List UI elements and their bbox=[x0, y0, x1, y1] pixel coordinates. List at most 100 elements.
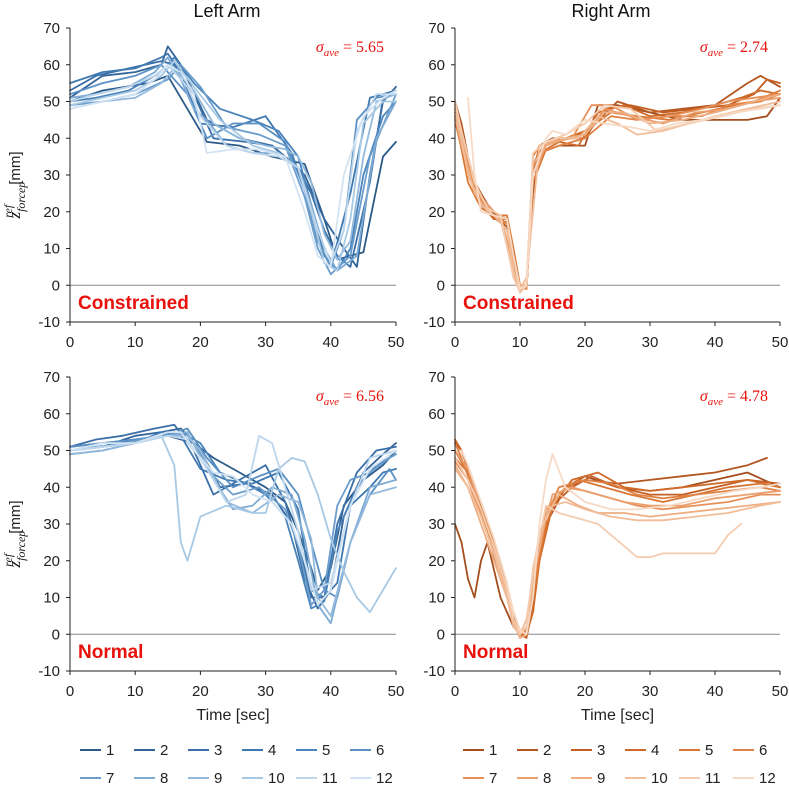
x-tick-label: 40 bbox=[707, 683, 724, 700]
series-line-9 bbox=[454, 93, 781, 290]
x-axis-label: Time [sec] bbox=[581, 707, 654, 724]
series-line-1 bbox=[454, 96, 781, 290]
x-tick-label: 0 bbox=[451, 683, 459, 700]
x-tick-label: 0 bbox=[66, 334, 74, 351]
x-tick-label: 30 bbox=[257, 334, 274, 351]
legend-label-4: 4 bbox=[651, 742, 659, 759]
y-tick-label: -10 bbox=[423, 663, 445, 680]
y-tick-label: 70 bbox=[428, 20, 445, 37]
x-tick-label: 50 bbox=[388, 683, 405, 700]
y-tick-label: 70 bbox=[43, 369, 60, 386]
y-tick-label: 70 bbox=[428, 369, 445, 386]
legend-label-10: 10 bbox=[651, 770, 668, 785]
legend-label-3: 3 bbox=[214, 742, 222, 759]
panel-left-normal: -10 0 10 20 30 40 50 60 70 0 10 20 30 40 50 σave = 6.56… bbox=[1, 369, 404, 724]
series-line-10 bbox=[69, 434, 397, 614]
y-tick-label: 0 bbox=[437, 626, 445, 643]
legend-label-9: 9 bbox=[214, 770, 222, 785]
y-tick-label: 60 bbox=[428, 406, 445, 423]
series-line-5 bbox=[454, 93, 781, 290]
series-line-7 bbox=[69, 63, 397, 276]
y-tick-label: -10 bbox=[38, 314, 60, 331]
panel-right-constrained: -10 0 10 20 30 40 50 60 70 0 10 20 30 40 50 σave = 2.74… bbox=[423, 20, 788, 351]
y-tick-label: 40 bbox=[43, 479, 60, 496]
y-tick-label: 50 bbox=[43, 94, 60, 111]
legend-label-4: 4 bbox=[268, 742, 276, 759]
x-tick-label: 50 bbox=[772, 334, 789, 351]
series-line-12 bbox=[460, 449, 781, 636]
x-tick-label: 0 bbox=[451, 334, 459, 351]
y-tick-label: 20 bbox=[43, 204, 60, 221]
sigma-annotation: σave = 2.74 bbox=[700, 39, 768, 59]
legend-label-12: 12 bbox=[376, 770, 393, 785]
sigma-annotation: σave = 4.78 bbox=[700, 388, 768, 408]
y-tick-label: 30 bbox=[428, 516, 445, 533]
x-tick-label: 10 bbox=[512, 334, 529, 351]
series-line-12 bbox=[69, 63, 397, 268]
y-tick-label: 10 bbox=[43, 241, 60, 258]
series-line-3 bbox=[454, 78, 781, 290]
series-line-5 bbox=[454, 457, 781, 639]
series-line-1 bbox=[69, 434, 397, 591]
y-tick-label: 40 bbox=[43, 130, 60, 147]
y-tick-label: 0 bbox=[52, 626, 60, 643]
series-line-2 bbox=[454, 442, 768, 636]
legend-label-6: 6 bbox=[759, 742, 767, 759]
y-tick-label: 10 bbox=[428, 590, 445, 607]
series-line-10 bbox=[454, 100, 781, 290]
legend-right: 1 2 3 4 5 67 8 9 10 11 12 bbox=[463, 742, 776, 785]
series-line-11 bbox=[454, 457, 742, 636]
legend-label-8: 8 bbox=[160, 770, 168, 785]
series-line-9 bbox=[69, 67, 397, 261]
series-line-11 bbox=[69, 434, 397, 591]
y-tick-label: 60 bbox=[43, 57, 60, 74]
legend-label-12: 12 bbox=[759, 770, 776, 785]
legend-label-11: 11 bbox=[322, 770, 338, 785]
x-tick-label: 30 bbox=[257, 683, 274, 700]
column-title-right: Right Arm bbox=[571, 1, 650, 21]
x-tick-label: 20 bbox=[577, 334, 594, 351]
y-tick-label: 50 bbox=[428, 443, 445, 460]
y-tick-label: 10 bbox=[428, 241, 445, 258]
x-tick-label: 10 bbox=[512, 683, 529, 700]
x-tick-label: 30 bbox=[642, 683, 659, 700]
series-line-4 bbox=[69, 431, 397, 599]
panel-left-constrained: -10 0 10 20 30 40 50 60 70 0 10 20 30 40 50 σave = 5.65… bbox=[1, 20, 404, 351]
legend-label-8: 8 bbox=[543, 770, 551, 785]
sigma-annotation: σave = 5.65 bbox=[316, 39, 384, 59]
y-tick-label: 70 bbox=[43, 20, 60, 37]
x-tick-label: 40 bbox=[322, 683, 339, 700]
series-line-12 bbox=[69, 431, 397, 606]
series-line-11 bbox=[454, 100, 781, 294]
y-tick-label: 10 bbox=[43, 590, 60, 607]
x-tick-label: 10 bbox=[127, 683, 144, 700]
series-line-6 bbox=[69, 427, 397, 599]
y-tick-label: 50 bbox=[43, 443, 60, 460]
y-axis-label: zforcepref[mm] bbox=[1, 500, 28, 568]
legend-label-7: 7 bbox=[106, 770, 114, 785]
y-tick-label: 0 bbox=[437, 277, 445, 294]
legend-label-2: 2 bbox=[543, 742, 551, 759]
x-tick-label: 30 bbox=[642, 334, 659, 351]
legend-label-7: 7 bbox=[489, 770, 497, 785]
x-axis-label: Time [sec] bbox=[196, 707, 269, 724]
series-line-3 bbox=[69, 423, 397, 599]
x-tick-label: 0 bbox=[66, 683, 74, 700]
column-title-left: Left Arm bbox=[193, 1, 260, 21]
y-tick-label: 60 bbox=[43, 406, 60, 423]
legend-label-5: 5 bbox=[322, 742, 330, 759]
series-line-3 bbox=[69, 60, 397, 268]
series-line-11 bbox=[69, 63, 397, 265]
y-axis-label: zforcepref[mm] bbox=[1, 151, 28, 219]
series-line-4 bbox=[454, 89, 781, 294]
series-line-12 bbox=[467, 96, 781, 290]
y-tick-label: 30 bbox=[428, 167, 445, 184]
legend-left: 1 2 3 4 5 67 8 9 10 11 12 bbox=[80, 742, 393, 785]
x-tick-label: 20 bbox=[192, 334, 209, 351]
y-tick-label: 40 bbox=[428, 130, 445, 147]
y-tick-label: -10 bbox=[38, 663, 60, 680]
legend-label-3: 3 bbox=[597, 742, 605, 759]
panel-right-normal: -10 0 10 20 30 40 50 60 70 0 10 20 30 40 50 σave = 4.78… bbox=[423, 369, 788, 724]
y-tick-label: 30 bbox=[43, 516, 60, 533]
